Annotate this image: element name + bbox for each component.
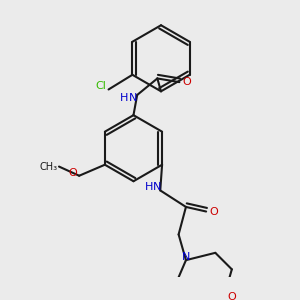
Text: O: O: [209, 206, 218, 217]
Text: O: O: [182, 77, 191, 87]
Text: Cl: Cl: [96, 81, 107, 91]
Text: N: N: [182, 252, 190, 262]
Text: CH₃: CH₃: [39, 162, 57, 172]
Text: N: N: [129, 93, 138, 103]
Text: H: H: [145, 182, 153, 192]
Text: O: O: [69, 169, 77, 178]
Text: O: O: [227, 292, 236, 300]
Text: N: N: [153, 182, 162, 192]
Text: H: H: [120, 93, 128, 103]
